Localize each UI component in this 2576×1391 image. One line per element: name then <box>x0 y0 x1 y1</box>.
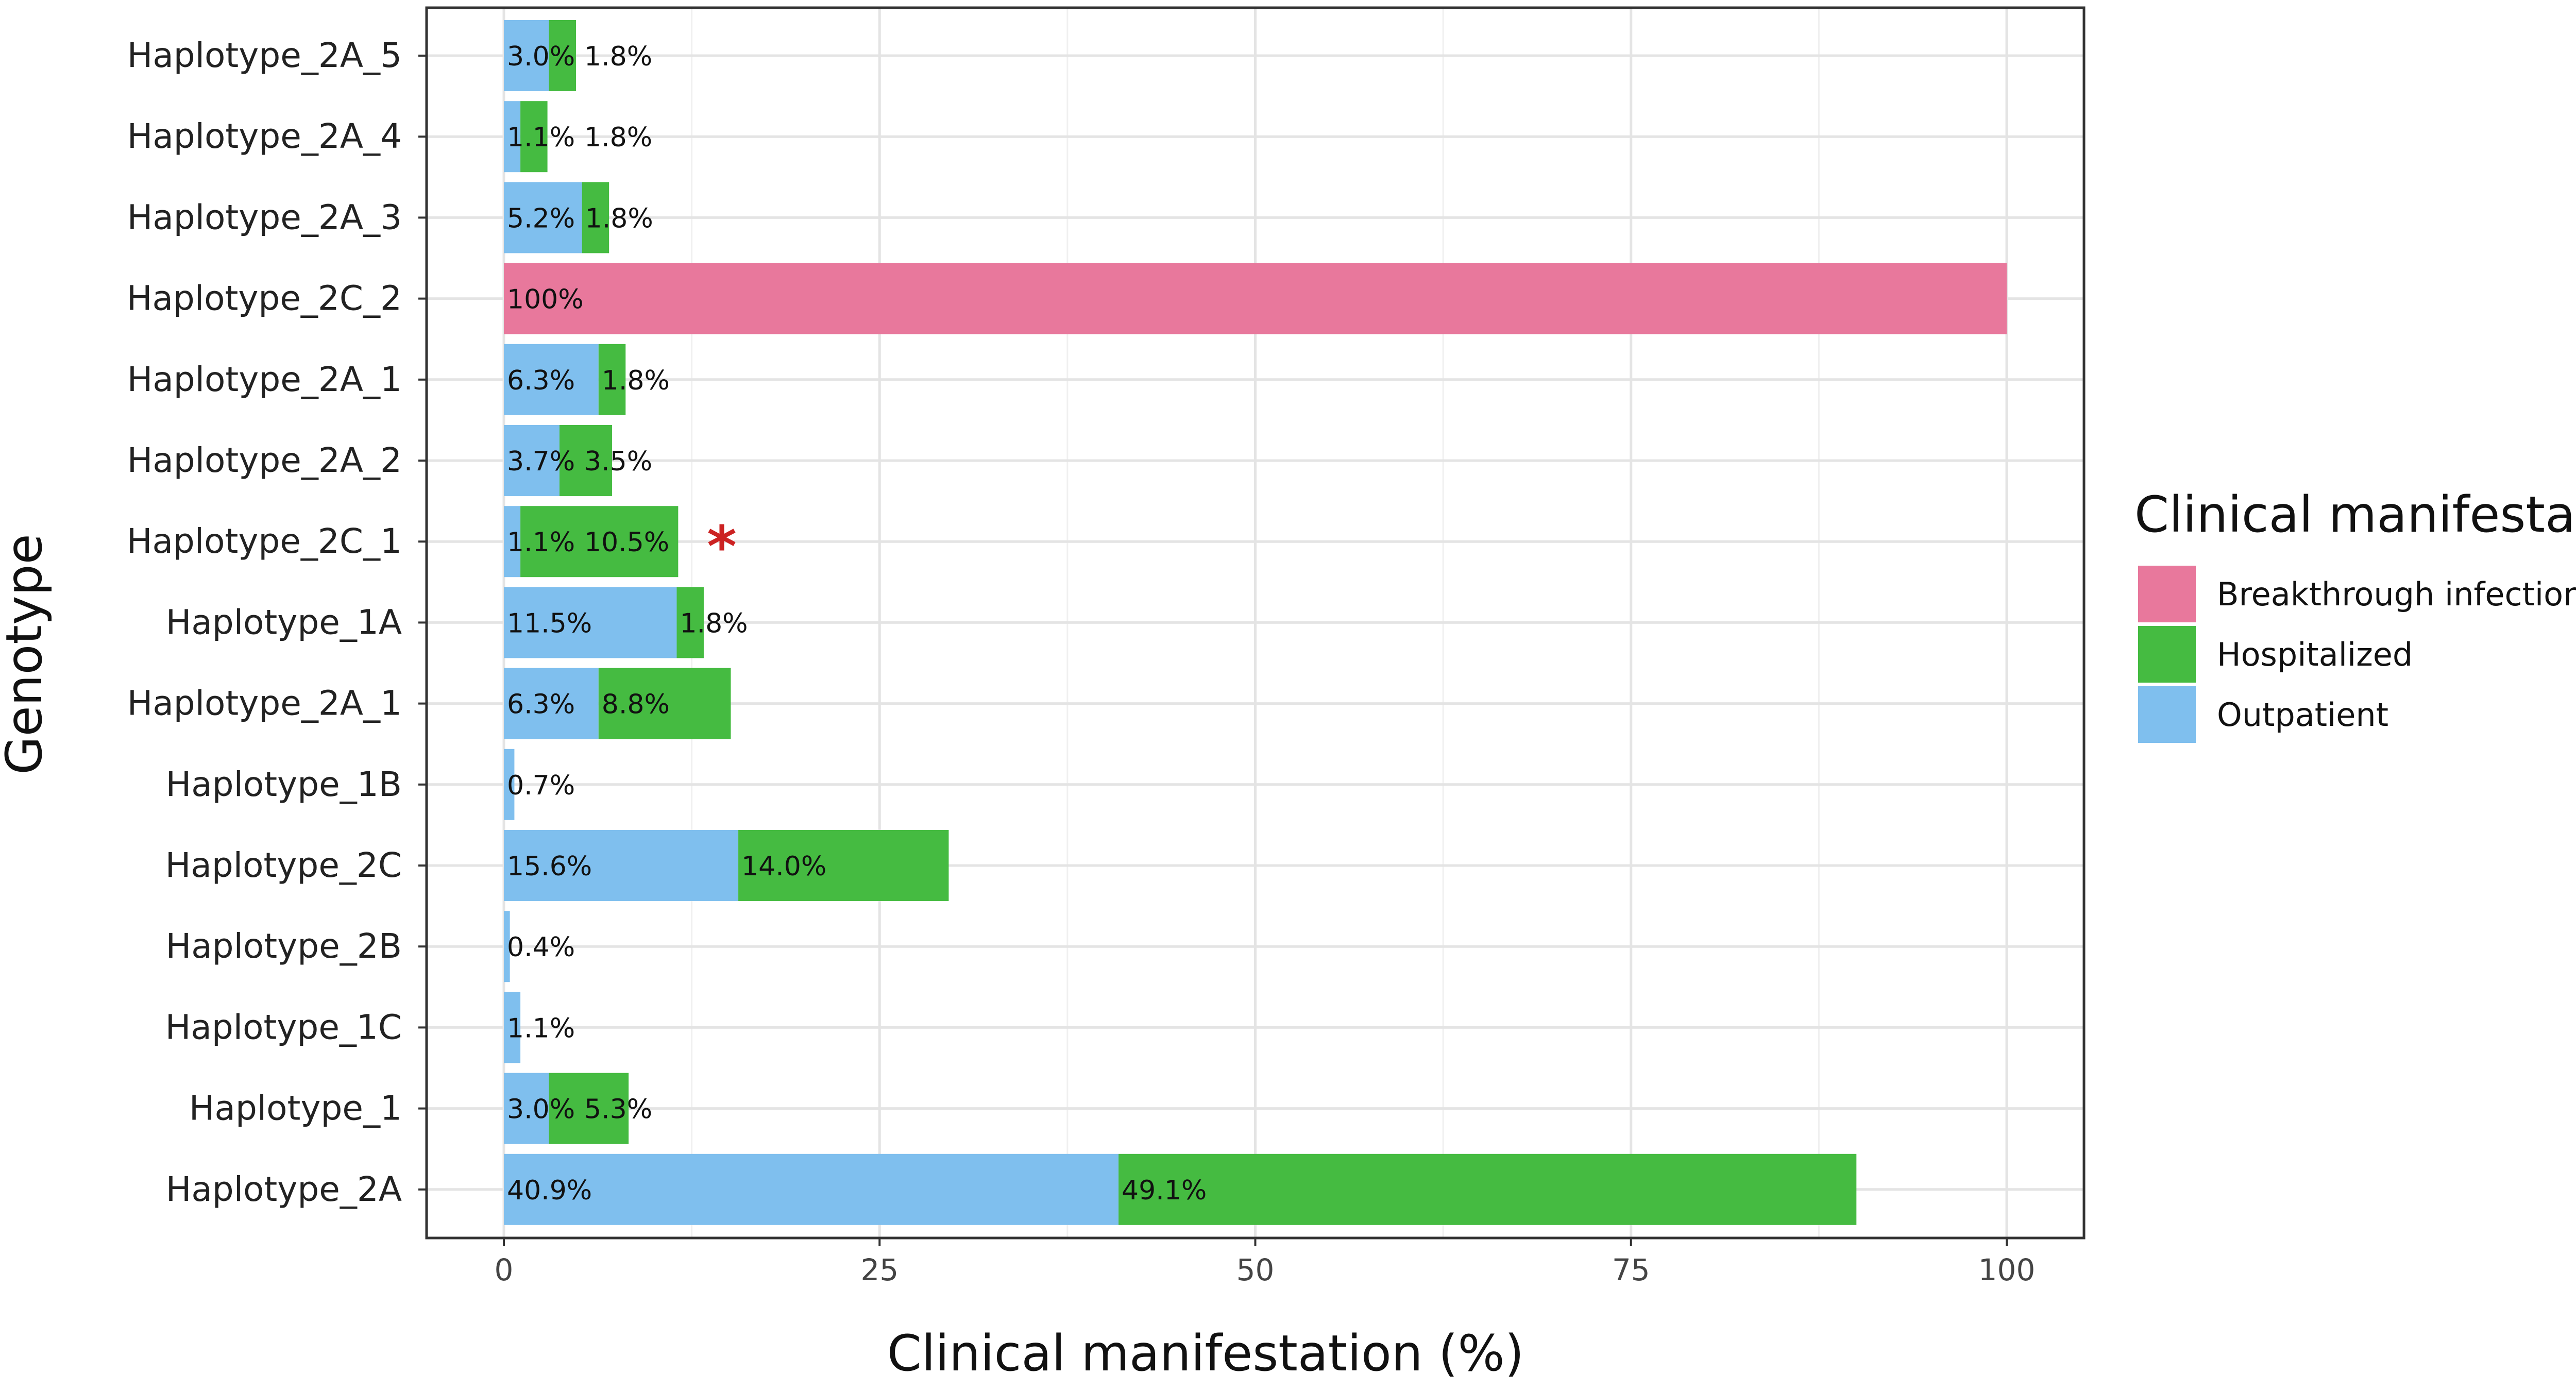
bar-label: 3.7% <box>507 446 575 477</box>
y-tick-label: Haplotype_2C_2 <box>127 279 402 318</box>
x-tick-label: 100 <box>1978 1252 2036 1287</box>
bar-label: 14.0% <box>741 851 826 882</box>
bar-label: 6.3% <box>507 689 575 720</box>
bar-hospitalized <box>549 1073 629 1144</box>
bar-label: 11.5% <box>507 608 592 639</box>
bar-outpatient <box>504 344 599 415</box>
bar-outpatient <box>504 101 521 173</box>
bar-label: 10.5% <box>584 527 669 558</box>
bar-outpatient <box>504 425 560 496</box>
y-tick-label: Haplotype_1B <box>166 765 402 804</box>
bar-label: 0.7% <box>507 770 575 801</box>
legend: Clinical manifestation: Breakthrough inf… <box>2134 486 2576 743</box>
x-tick-label: 50 <box>1236 1252 1275 1287</box>
y-tick-label: Haplotype_2A <box>166 1169 402 1209</box>
bar-hospitalized <box>738 830 949 901</box>
legend-title: Clinical manifestation: <box>2134 486 2576 544</box>
y-tick-label: Haplotype_1A <box>166 602 402 642</box>
legend-label: Outpatient <box>2217 696 2388 734</box>
bar-hospitalized <box>598 344 626 415</box>
bar-label: 3.0% <box>507 41 575 72</box>
bar-label: 1.1% <box>507 122 575 153</box>
x-tick-label: 25 <box>860 1252 899 1287</box>
bar-label: 0.4% <box>507 932 575 963</box>
legend-swatch <box>2138 566 2196 622</box>
y-tick-label: Haplotype_1C <box>165 1007 402 1047</box>
y-tick-label: Haplotype_2A_2 <box>127 440 402 480</box>
bar-outpatient <box>504 587 677 658</box>
y-tick-label: Haplotype_2C_1 <box>127 521 402 561</box>
y-axis: Haplotype_2A_5 Haplotype_2A_4 Haplotype_2A… <box>127 36 427 1209</box>
bar-label: 1.1% <box>507 527 575 558</box>
y-axis-title: Genotype <box>0 534 53 774</box>
bar-label: 1.8% <box>585 203 653 234</box>
bar-label: 3.5% <box>584 446 652 477</box>
bar-hospitalized <box>1118 1153 1857 1225</box>
bar-label: 100% <box>507 284 584 315</box>
bar-label: 6.3% <box>507 365 575 396</box>
bar-hospitalized <box>549 20 577 91</box>
y-tick-label: Haplotype_2A_1 <box>127 684 402 723</box>
y-tick-label: Haplotype_2A_3 <box>127 197 402 237</box>
bar-label: 3.0% <box>507 1094 575 1125</box>
bar-label: 1.8% <box>584 122 652 153</box>
bar-outpatient <box>504 506 521 578</box>
x-tick-label: 75 <box>1612 1252 1650 1287</box>
bar-label: 1.1% <box>507 1013 575 1044</box>
bar-label: 15.6% <box>507 851 592 882</box>
bar-hospitalized <box>520 506 679 578</box>
significance-asterisk: * <box>707 514 737 580</box>
bar-hospitalized <box>520 101 548 173</box>
bar-outpatient <box>504 749 515 820</box>
x-axis-title: Clinical manifestation (%) <box>887 1325 1524 1382</box>
bar-outpatient <box>504 668 599 739</box>
bar-label: 5.3% <box>584 1094 652 1125</box>
y-tick-label: Haplotype_2A_1 <box>127 360 402 399</box>
y-tick-label: Haplotype_2A_5 <box>127 36 402 75</box>
bar-outpatient <box>504 1153 1119 1225</box>
legend-swatch <box>2138 626 2196 683</box>
bars <box>504 20 2007 1225</box>
x-axis: 0 25 50 75 100 <box>495 1238 2036 1287</box>
bar-outpatient <box>504 911 510 982</box>
y-tick-label: Haplotype_2A_4 <box>127 116 402 156</box>
bar-hospitalized <box>598 668 731 739</box>
bar-outpatient <box>504 830 739 901</box>
legend-label: Breakthrough infection <box>2217 575 2576 613</box>
bar-hospitalized <box>676 587 704 658</box>
y-tick-label: Haplotype_2B <box>166 926 402 966</box>
bar-label: 40.9% <box>507 1175 592 1206</box>
x-tick-label: 0 <box>495 1252 514 1287</box>
bar-labels: 3.0% 1.8% 1.1% 1.8% 5.2% 1.8% 100% 6.3% 1.8% 3.7%… <box>507 41 1207 1206</box>
bar-outpatient <box>504 20 549 91</box>
bar-label: 49.1% <box>1122 1175 1207 1206</box>
bar-label: 8.8% <box>602 689 670 720</box>
bar-hospitalized <box>582 182 609 253</box>
y-tick-label: Haplotype_2C <box>165 845 402 885</box>
bar-outpatient <box>504 182 582 253</box>
bar-hospitalized <box>559 425 613 496</box>
bar-label: 5.2% <box>507 203 575 234</box>
legend-label: Hospitalized <box>2217 636 2413 673</box>
grid-lines <box>427 8 2084 1238</box>
legend-swatch <box>2138 686 2196 743</box>
bar-outpatient <box>504 992 521 1063</box>
bar-breakthrough-infection <box>504 263 2007 334</box>
y-tick-label: Haplotype_1 <box>189 1089 402 1128</box>
bar-label: 1.8% <box>680 608 748 639</box>
bar-label: 1.8% <box>584 41 652 72</box>
bar-outpatient <box>504 1073 549 1144</box>
bar-label: 1.8% <box>602 365 670 396</box>
